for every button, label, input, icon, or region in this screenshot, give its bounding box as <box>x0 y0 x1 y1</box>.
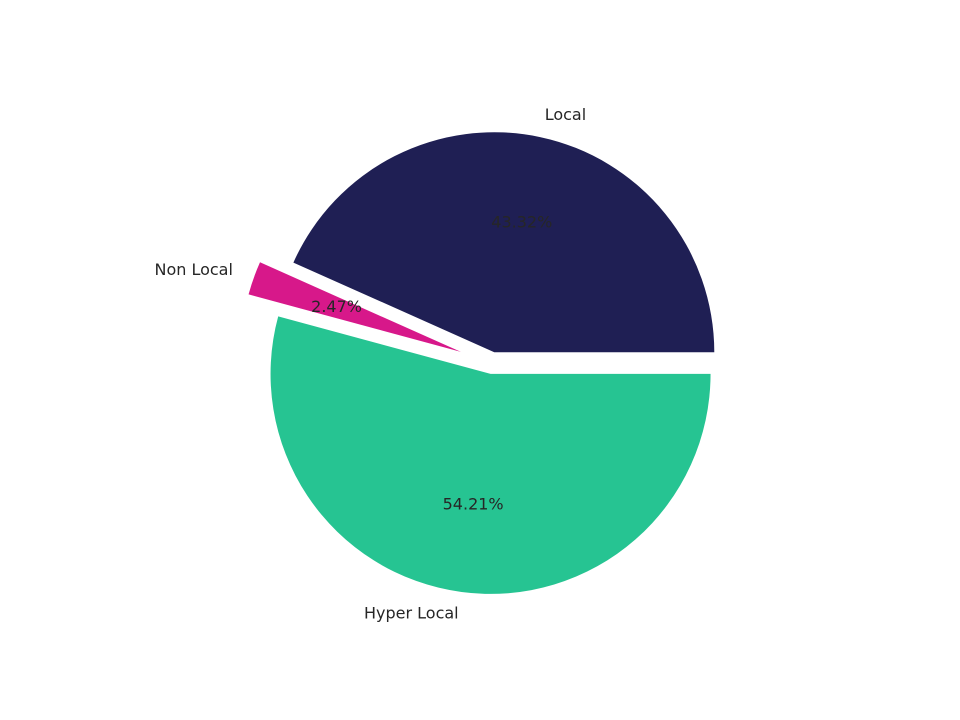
pie-slice <box>293 132 715 353</box>
slice-label: Hyper Local <box>364 603 459 622</box>
pie-slice <box>248 262 461 352</box>
slice-label: Local <box>545 105 586 124</box>
slice-label: Non Local <box>154 260 232 279</box>
pie-slice <box>270 316 711 594</box>
value-label: 43.32% <box>491 213 552 232</box>
value-label: 2.47% <box>311 297 362 316</box>
value-label: 54.21% <box>443 494 504 513</box>
